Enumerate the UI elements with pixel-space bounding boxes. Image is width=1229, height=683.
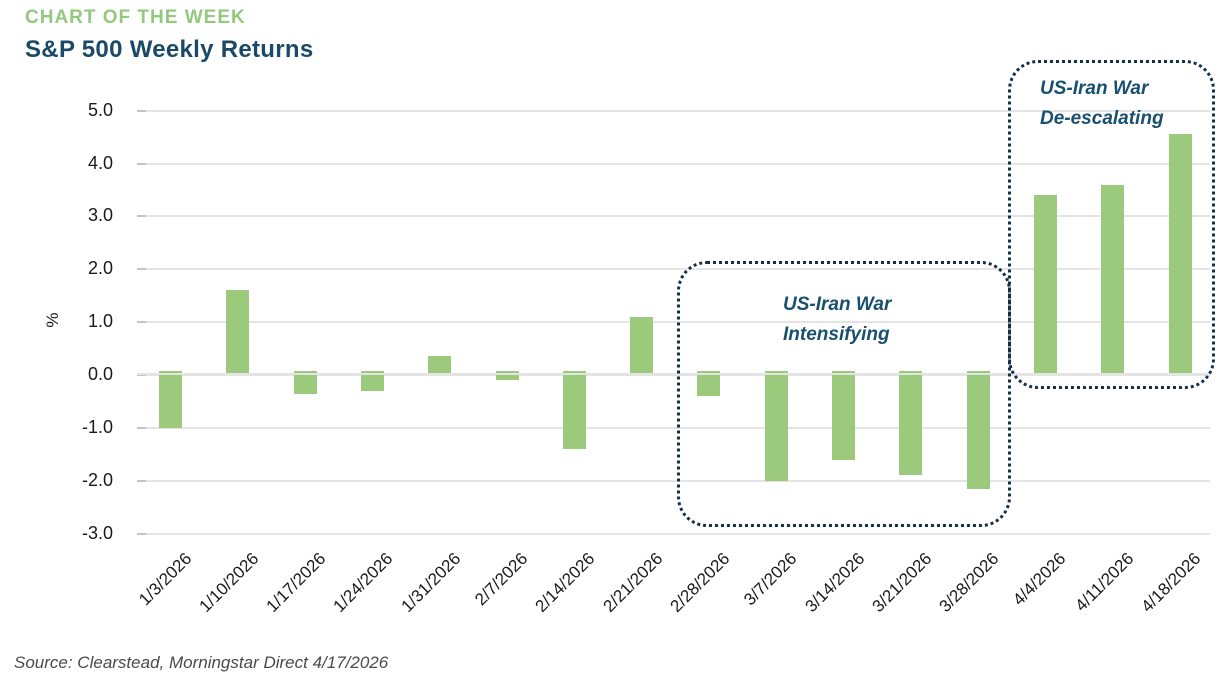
y-axis-tick bbox=[137, 215, 146, 217]
bar-1-10-2026 bbox=[226, 290, 249, 375]
y-gridline bbox=[137, 268, 1210, 270]
x-tick-label: 1/3/2026 bbox=[135, 549, 196, 610]
annotation-text-deescalating: US-Iran War De-escalating bbox=[1040, 74, 1164, 134]
page-title: S&P 500 Weekly Returns bbox=[25, 36, 314, 63]
y-axis-tick bbox=[137, 427, 146, 429]
y-axis-tick bbox=[137, 533, 146, 535]
bar-1-31-2026 bbox=[428, 356, 451, 375]
bar-1-17-2026 bbox=[294, 371, 317, 394]
y-gridline bbox=[137, 427, 1210, 429]
y-tick-label: -3.0 bbox=[81, 523, 113, 543]
y-gridline bbox=[137, 533, 1210, 535]
x-tick-label: 2/14/2026 bbox=[531, 549, 599, 616]
bar-4-4-2026 bbox=[1034, 195, 1057, 375]
x-tick-label: 4/4/2026 bbox=[1009, 549, 1070, 610]
y-tick-label: -1.0 bbox=[81, 417, 113, 437]
bar-3-28-2026 bbox=[967, 371, 990, 489]
y-gridline bbox=[137, 215, 1210, 217]
x-tick-label: 3/7/2026 bbox=[740, 549, 801, 610]
y-gridline bbox=[137, 374, 1210, 376]
bar-2-7-2026 bbox=[496, 371, 519, 380]
x-tick-label: 2/28/2026 bbox=[666, 549, 734, 616]
bar-4-18-2026 bbox=[1169, 134, 1192, 375]
bar-2-28-2026 bbox=[697, 371, 720, 396]
annotation-text-intensifying: US-Iran War Intensifying bbox=[783, 290, 891, 350]
annotation-line: De-escalating bbox=[1040, 108, 1164, 129]
bar-2-14-2026 bbox=[563, 371, 586, 449]
y-tick-label: 2.0 bbox=[87, 258, 113, 278]
x-tick-label: 3/14/2026 bbox=[801, 549, 869, 616]
bar-1-3-2026 bbox=[159, 371, 182, 428]
y-tick-label: 0.0 bbox=[87, 364, 113, 384]
bar-2-21-2026 bbox=[630, 317, 653, 375]
y-tick-label: -2.0 bbox=[81, 470, 113, 490]
zero-gridline bbox=[137, 373, 1210, 375]
bar-1-24-2026 bbox=[361, 371, 384, 391]
y-gridline bbox=[137, 110, 1210, 112]
annotation-box-deescalating bbox=[1008, 60, 1215, 389]
x-tick-label: 4/11/2026 bbox=[1071, 549, 1138, 616]
y-tick-label: 5.0 bbox=[87, 100, 113, 120]
y-axis-tick bbox=[137, 321, 146, 323]
y-axis-tick bbox=[137, 480, 146, 482]
source-note: Source: Clearstead, Morningstar Direct 4… bbox=[14, 653, 389, 672]
annotation-line: US-Iran War bbox=[1040, 78, 1149, 99]
chart-eyebrow: CHART OF THE WEEK bbox=[25, 7, 246, 28]
y-tick-label: 3.0 bbox=[87, 205, 113, 225]
y-tick-label: 4.0 bbox=[87, 153, 113, 173]
bar-3-14-2026 bbox=[832, 371, 855, 460]
x-tick-label: 1/17/2026 bbox=[262, 549, 330, 616]
x-tick-label: 1/31/2026 bbox=[397, 549, 465, 616]
annotation-line: Intensifying bbox=[783, 324, 890, 345]
y-axis-tick bbox=[137, 110, 146, 112]
y-gridline bbox=[137, 321, 1210, 323]
y-gridline bbox=[137, 480, 1210, 482]
x-tick-label: 2/7/2026 bbox=[471, 549, 532, 610]
x-tick-label: 3/28/2026 bbox=[935, 549, 1003, 616]
y-gridline bbox=[137, 163, 1210, 165]
annotation-line: US-Iran War bbox=[783, 294, 892, 315]
y-axis-tick bbox=[137, 374, 146, 376]
x-tick-label: 2/21/2026 bbox=[599, 549, 667, 616]
bar-4-11-2026 bbox=[1101, 185, 1124, 375]
annotation-box-intensifying bbox=[677, 261, 1011, 527]
y-tick-label: 1.0 bbox=[87, 311, 113, 331]
y-axis-tick bbox=[137, 268, 146, 270]
x-tick-label: 1/10/2026 bbox=[195, 549, 263, 616]
bar-3-21-2026 bbox=[899, 371, 922, 475]
x-tick-label: 1/24/2026 bbox=[329, 549, 397, 616]
x-tick-label: 3/21/2026 bbox=[868, 549, 936, 616]
bar-3-7-2026 bbox=[765, 371, 788, 481]
y-axis-tick bbox=[137, 163, 146, 165]
x-tick-label: 4/18/2026 bbox=[1137, 549, 1205, 616]
